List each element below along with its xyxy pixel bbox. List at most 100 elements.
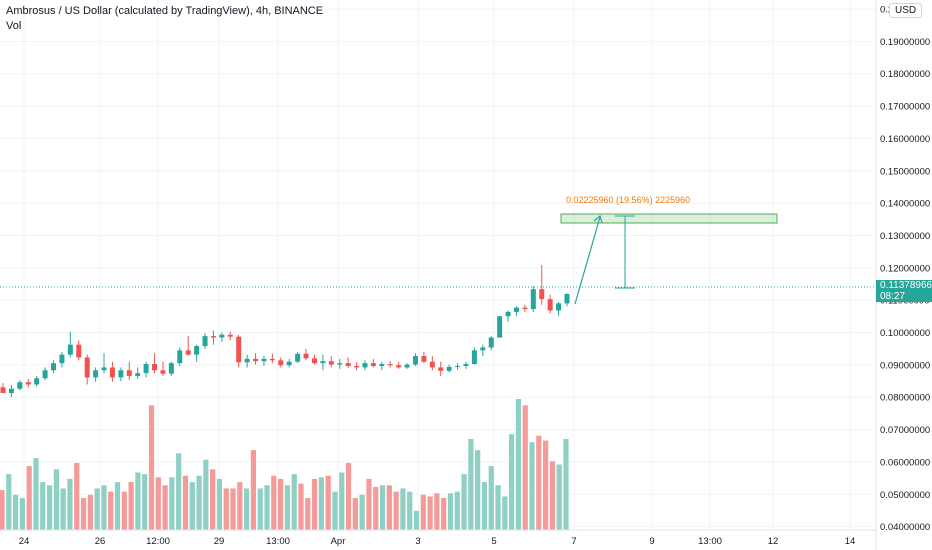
candle[interactable] [505,310,511,322]
time-tick-label: 29 [214,536,225,547]
volume-bar [155,477,161,530]
candle[interactable] [522,304,528,312]
candle[interactable] [396,361,402,369]
candle-body [429,361,435,368]
volume-indicator-label[interactable]: Vol [6,20,22,32]
candle[interactable] [480,344,486,357]
candle[interactable] [303,348,309,361]
candle[interactable] [328,356,334,368]
volume-bar [468,438,474,530]
candle[interactable] [93,367,99,382]
candle[interactable] [76,340,82,361]
candle[interactable] [236,334,242,368]
candle[interactable] [379,361,385,371]
candle[interactable] [539,264,545,305]
candle[interactable] [17,380,23,391]
candle[interactable] [244,354,250,368]
candle-body [8,388,14,394]
volume-bar [189,482,195,530]
candle[interactable] [84,354,90,385]
candle[interactable] [370,358,376,368]
time-tick-label: 14 [845,536,856,547]
candle[interactable] [25,378,31,388]
candle[interactable] [202,333,208,349]
candle[interactable] [488,336,494,351]
candle[interactable] [421,351,427,364]
candle[interactable] [0,383,6,394]
candle[interactable] [471,347,477,365]
candle[interactable] [513,306,519,317]
candle[interactable] [497,316,503,338]
candle-body [202,336,208,347]
candle-body [286,361,292,366]
candle-body [522,307,528,310]
candle[interactable] [278,357,284,368]
candle[interactable] [185,336,191,357]
currency-badge[interactable]: USD [889,3,923,18]
price-tick-label: 0.07000000 [880,425,930,436]
candle[interactable] [118,367,124,382]
volume-bar [162,485,168,530]
volume-bar [420,494,426,530]
candle[interactable] [51,360,57,374]
candle[interactable] [67,331,73,358]
candle[interactable] [42,367,48,381]
volume-bar [108,491,114,530]
candle[interactable] [295,351,301,364]
symbol-title[interactable]: Ambrosus / US Dollar (calculated by Trad… [6,5,324,17]
candle[interactable] [210,330,216,345]
candle[interactable] [412,353,418,366]
candle[interactable] [152,353,158,374]
candle[interactable] [564,293,570,307]
candle[interactable] [227,331,233,341]
candle[interactable] [354,362,360,371]
candle[interactable] [269,353,275,364]
candle-body [328,361,334,365]
chart-legend: Ambrosus / US Dollar (calculated by Trad… [6,4,323,34]
candle[interactable] [286,358,292,368]
candle-body [379,364,385,366]
candle[interactable] [253,353,259,365]
volume-bar [128,482,134,530]
price-range-measure[interactable]: 0.02225960 (19.56%) 2225960 [560,195,778,305]
candle[interactable] [387,361,393,368]
candle[interactable] [177,347,183,367]
candle[interactable] [126,361,132,381]
candle[interactable] [455,363,461,370]
candle-body [471,350,477,365]
volume-bar [305,498,311,530]
volume-bar [230,488,236,530]
candle-body [59,354,65,364]
candle[interactable] [261,356,267,366]
candle[interactable] [345,357,351,368]
candle[interactable] [429,356,435,371]
candle[interactable] [101,353,107,374]
candle[interactable] [337,358,343,369]
candle[interactable] [34,375,40,387]
candle[interactable] [320,354,326,371]
time-axis[interactable]: 24 26 12:00 29 13:00 Apr 3 5 7 9 13:00 12 14 [19,536,856,547]
candle[interactable] [438,361,444,376]
candle[interactable] [194,344,200,362]
price-axis[interactable]: 0.04000000 0.05000000 0.06000000 0.07000000… [880,5,930,534]
candle[interactable] [59,351,65,368]
candle[interactable] [362,360,368,371]
candle[interactable] [463,361,469,369]
candle[interactable] [160,361,166,376]
candle[interactable] [168,361,174,376]
candle[interactable] [143,361,149,378]
candle[interactable] [8,385,14,398]
candle[interactable] [547,294,553,314]
candle[interactable] [404,363,410,369]
time-tick-label: 24 [19,536,30,547]
price-tick-label: 0.16000000 [880,134,930,145]
candle[interactable] [311,354,317,365]
candle[interactable] [556,301,562,317]
candle[interactable] [219,332,225,342]
candle[interactable] [135,367,141,379]
candle[interactable] [446,364,452,373]
candle[interactable] [530,286,536,312]
volume-bar [461,474,467,530]
candle[interactable] [109,361,115,382]
